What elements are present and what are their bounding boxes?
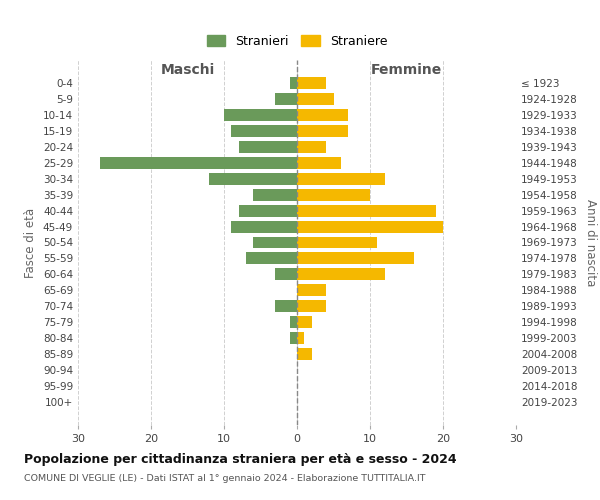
Bar	[297, 140, 326, 152]
Bar	[297, 300, 326, 312]
Bar	[297, 188, 370, 200]
Bar	[253, 236, 297, 248]
Bar	[297, 332, 304, 344]
Bar	[275, 92, 297, 104]
Bar	[297, 92, 334, 104]
Bar	[297, 284, 326, 296]
Y-axis label: Fasce di età: Fasce di età	[25, 208, 37, 278]
Bar	[297, 316, 311, 328]
Bar	[232, 124, 297, 136]
Bar	[297, 204, 436, 216]
Bar	[290, 316, 297, 328]
Bar	[253, 188, 297, 200]
Bar	[297, 348, 311, 360]
Bar	[297, 220, 443, 232]
Bar	[100, 156, 297, 168]
Bar	[297, 172, 385, 184]
Text: Maschi: Maschi	[160, 63, 215, 77]
Bar	[275, 268, 297, 280]
Bar	[275, 300, 297, 312]
Bar	[297, 236, 377, 248]
Text: Femmine: Femmine	[371, 63, 442, 77]
Bar	[239, 140, 297, 152]
Text: Popolazione per cittadinanza straniera per età e sesso - 2024: Popolazione per cittadinanza straniera p…	[24, 452, 457, 466]
Bar	[290, 332, 297, 344]
Bar	[290, 76, 297, 88]
Text: COMUNE DI VEGLIE (LE) - Dati ISTAT al 1° gennaio 2024 - Elaborazione TUTTITALIA.: COMUNE DI VEGLIE (LE) - Dati ISTAT al 1°…	[24, 474, 425, 483]
Bar	[297, 124, 348, 136]
Bar	[297, 108, 348, 120]
Y-axis label: Anni di nascita: Anni di nascita	[584, 199, 597, 286]
Bar	[232, 220, 297, 232]
Bar	[297, 156, 341, 168]
Bar	[297, 252, 414, 264]
Legend: Stranieri, Straniere: Stranieri, Straniere	[202, 30, 392, 52]
Bar	[246, 252, 297, 264]
Bar	[209, 172, 297, 184]
Bar	[239, 204, 297, 216]
Bar	[297, 268, 385, 280]
Bar	[224, 108, 297, 120]
Bar	[297, 76, 326, 88]
